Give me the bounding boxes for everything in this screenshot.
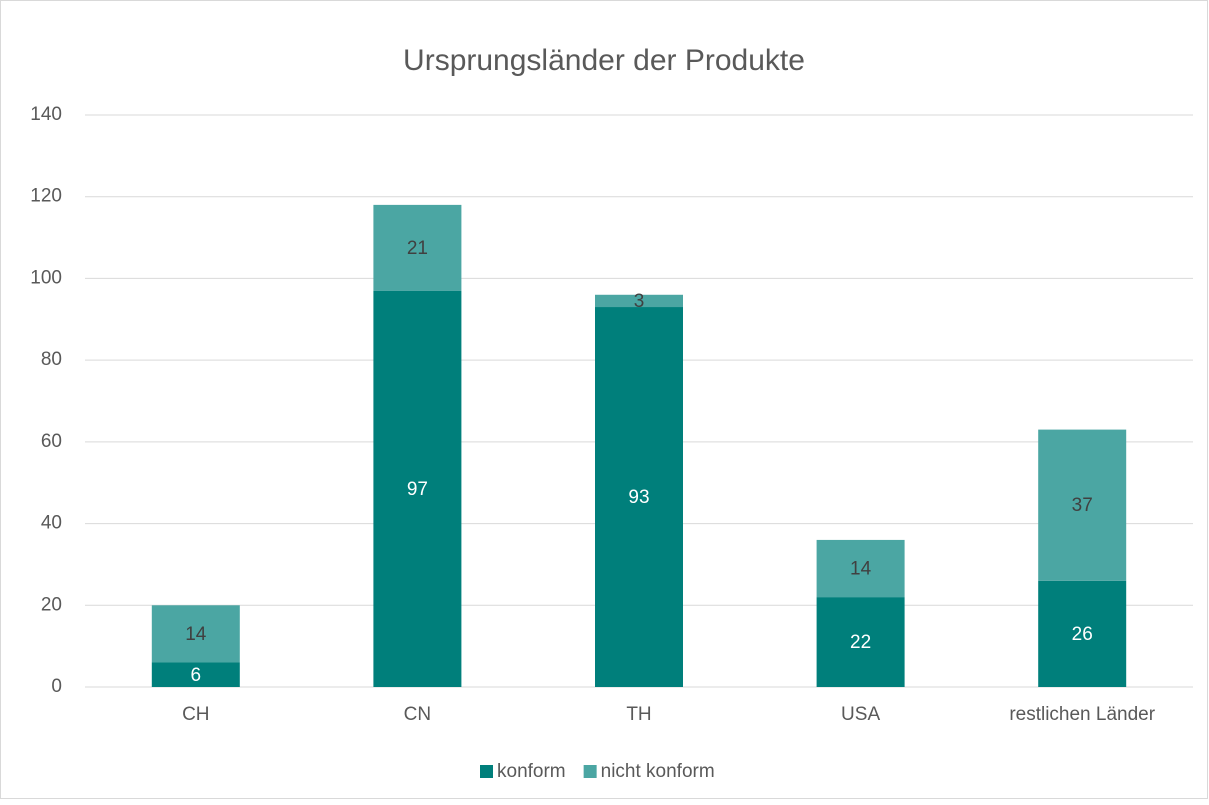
y-tick-label: 40 (41, 513, 62, 534)
legend-label: nicht konform (601, 761, 715, 782)
x-tick-label: CH (182, 704, 209, 725)
x-tick-label: restlichen Länder (1009, 704, 1155, 725)
data-label: 6 (191, 665, 202, 686)
y-tick-label: 0 (51, 676, 62, 697)
bar-segment (1038, 429, 1127, 581)
bar-segment (595, 307, 683, 687)
legend-swatch (583, 765, 597, 778)
data-label: 14 (185, 624, 207, 645)
chart-title: Ursprungsländer der Produkte (403, 44, 805, 77)
bar-segment (595, 294, 683, 308)
legend-swatch (480, 765, 493, 778)
x-tick-label: TH (626, 704, 651, 725)
y-tick-label: 140 (30, 104, 62, 125)
data-label: 93 (628, 487, 649, 508)
data-label: 22 (850, 632, 871, 653)
data-label: 37 (1072, 495, 1093, 516)
x-tick-label: USA (841, 704, 880, 725)
bar-segment (151, 662, 240, 687)
bar-segment (373, 290, 462, 687)
bar-segment (816, 597, 905, 687)
data-label: 26 (1072, 624, 1093, 645)
y-tick-label: 20 (41, 594, 62, 615)
bar-segment (1038, 580, 1127, 687)
data-label: 97 (407, 479, 428, 500)
y-tick-label: 100 (30, 267, 62, 288)
y-tick-label: 80 (41, 349, 62, 370)
y-tick-label: 120 (30, 186, 62, 207)
bar-segment (816, 539, 905, 598)
legend-label: konform (497, 761, 566, 782)
bar-segment (151, 605, 240, 663)
bar-segment (373, 204, 462, 291)
y-tick-label: 60 (41, 431, 62, 452)
data-label: 3 (634, 291, 645, 312)
data-label: 21 (407, 238, 428, 259)
x-tick-label: CN (404, 704, 431, 725)
data-label: 14 (850, 559, 872, 580)
